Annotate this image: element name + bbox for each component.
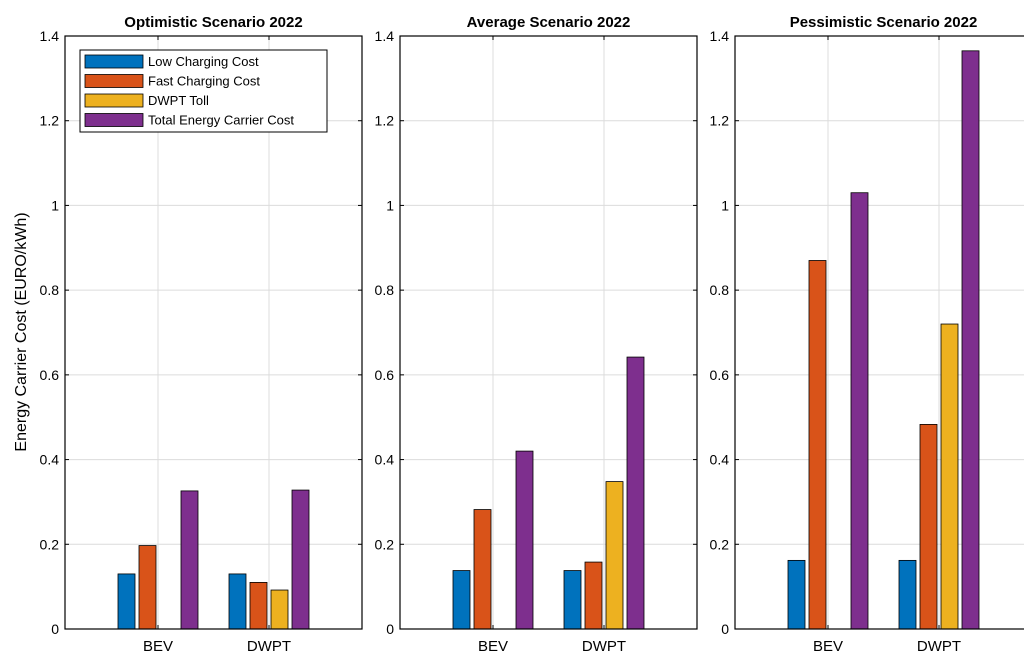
- legend-label-1: Low Charging Cost: [148, 54, 259, 69]
- bar-bev-4: [850, 192, 869, 630]
- panel-title: Pessimistic Scenario 2022: [790, 14, 978, 31]
- chart-panel-1: 0 0.2 0.4 0.6 0.8 1 1.2 1.4 BEV DWPT Optimistic Sc…: [40, 14, 363, 655]
- panel-title: Optimistic Scenario 2022: [124, 14, 302, 31]
- y-tick-label: 1.4: [710, 28, 730, 44]
- y-tick-label: 1.4: [40, 28, 60, 44]
- legend: Low Charging Cost Fast Charging Cost DWPT …: [79, 49, 328, 133]
- chart-panel-2: 0 0.2 0.4 0.6 0.8 1 1.2 1.4 BEV DWPT Average Scena…: [375, 14, 698, 655]
- chart-panel-3: 0 0.2 0.4 0.6 0.8 1 1.2 1.4 BEV DWPT Pessimistic S…: [710, 14, 1024, 655]
- legend-swatch-1: [84, 54, 144, 69]
- legend-label-2: Fast Charging Cost: [148, 74, 260, 89]
- axes-box: [399, 35, 698, 630]
- bar-dwpt-4: [291, 489, 310, 630]
- y-tick-label: 0: [51, 621, 59, 637]
- bar-bev-2: [138, 545, 157, 630]
- y-tick-label: 0.2: [710, 536, 730, 552]
- y-tick-label: 1: [51, 197, 59, 213]
- y-tick-label: 1: [386, 197, 394, 213]
- bar-dwpt-1: [563, 570, 582, 630]
- legend-label-4: Total Energy Carrier Cost: [148, 113, 294, 128]
- y-tick-label: 0.6: [375, 367, 395, 383]
- bar-bev-1: [787, 559, 806, 630]
- bar-bev-4: [515, 450, 534, 630]
- axes-box: [64, 35, 363, 630]
- bar-bev-4: [180, 490, 199, 630]
- axes-box: [734, 35, 1024, 630]
- y-tick-label: 1: [721, 197, 729, 213]
- y-tick-label: 1.4: [375, 28, 395, 44]
- y-tick-label: 1.2: [710, 113, 730, 129]
- bar-bev-2: [808, 260, 827, 630]
- x-tick-label-bev: BEV: [813, 638, 843, 655]
- bar-dwpt-1: [228, 573, 247, 630]
- y-tick-label: 0.2: [375, 536, 395, 552]
- y-tick-label: 1.2: [375, 113, 395, 129]
- bar-dwpt-4: [626, 356, 645, 630]
- y-tick-label: 0.6: [40, 367, 60, 383]
- panel-title: Average Scenario 2022: [467, 14, 631, 31]
- bar-bev-1: [452, 570, 471, 630]
- x-tick-label-dwpt: DWPT: [917, 638, 961, 655]
- chart-panels: 0 0.2 0.4 0.6 0.8 1 1.2 1.4 BEV DWPT Optimistic Sc…: [40, 14, 1024, 655]
- legend-swatch-2: [84, 74, 144, 88]
- y-tick-label: 0.4: [710, 452, 730, 468]
- bar-dwpt-3: [270, 589, 289, 630]
- bar-dwpt-2: [584, 561, 603, 630]
- legend-swatch-4: [84, 113, 144, 127]
- y-tick-label: 0.4: [375, 452, 395, 468]
- y-tick-label: 0.8: [375, 282, 395, 298]
- bar-bev-1: [117, 573, 136, 630]
- x-tick-label-bev: BEV: [143, 638, 173, 655]
- y-axis-label: Energy Carrier Cost (EURO/kWh): [13, 212, 30, 451]
- legend-label-3: DWPT Toll: [148, 93, 209, 108]
- bar-dwpt-2: [919, 424, 938, 630]
- legend-swatch-3: [84, 93, 144, 108]
- y-tick-label: 0: [721, 621, 729, 637]
- y-tick-label: 0.8: [40, 282, 60, 298]
- y-tick-label: 0.4: [40, 452, 60, 468]
- bar-dwpt-3: [940, 323, 959, 630]
- x-tick-label-dwpt: DWPT: [247, 638, 291, 655]
- y-tick-label: 0: [386, 621, 394, 637]
- bar-dwpt-1: [898, 559, 917, 630]
- bar-dwpt-3: [605, 481, 624, 630]
- y-tick-label: 0.6: [710, 367, 730, 383]
- y-tick-label: 0.8: [710, 282, 730, 298]
- y-tick-label: 1.2: [40, 113, 60, 129]
- bar-bev-2: [473, 509, 492, 630]
- x-tick-label-dwpt: DWPT: [582, 638, 626, 655]
- bar-dwpt-4: [961, 50, 980, 630]
- y-tick-label: 0.2: [40, 536, 60, 552]
- bar-dwpt-2: [249, 582, 268, 630]
- x-tick-label-bev: BEV: [478, 638, 508, 655]
